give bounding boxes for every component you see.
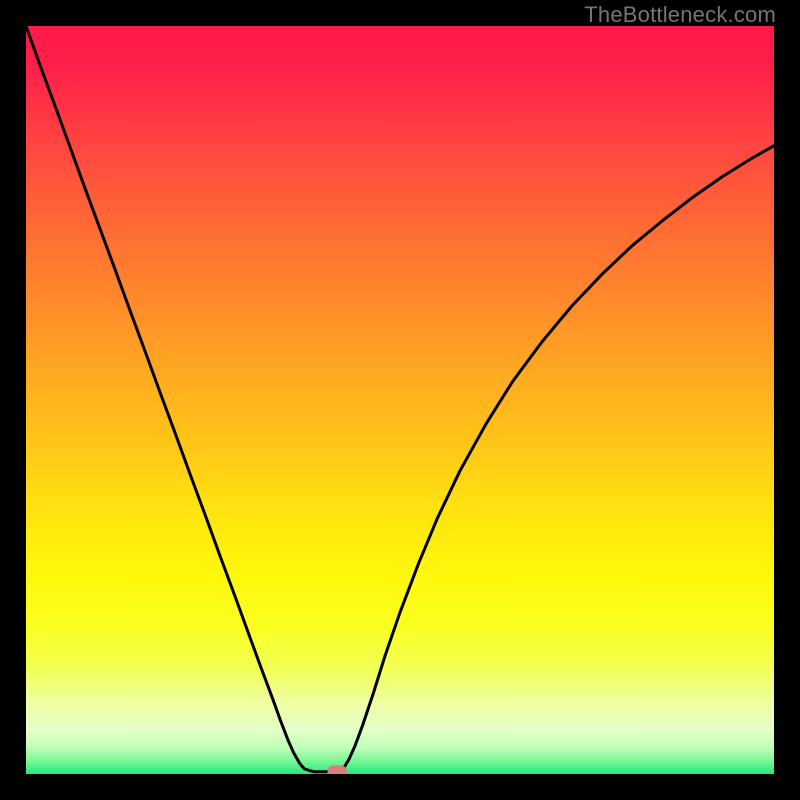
chart-background: [26, 26, 774, 774]
watermark-text: TheBottleneck.com: [584, 2, 776, 28]
optimum-marker: [327, 765, 346, 774]
bottleneck-chart: [26, 26, 774, 774]
